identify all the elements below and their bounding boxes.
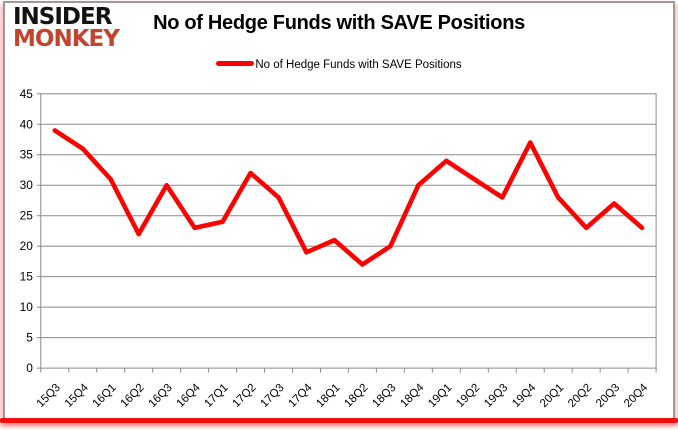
x-axis-label-16Q3: 16Q3: [147, 382, 175, 410]
x-axis-label-19Q4: 19Q4: [510, 381, 539, 410]
x-axis-label-18Q1: 18Q1: [314, 382, 342, 410]
y-axis-label-20: 20: [20, 239, 34, 253]
insider-monkey-logo: INSIDER MONKEY: [13, 4, 120, 52]
y-axis-label-15: 15: [20, 270, 34, 284]
plot-border: [40, 93, 657, 369]
legend-label: No of Hedge Funds with SAVE Positions: [255, 59, 462, 71]
logo-insider-text: INSIDER: [13, 4, 112, 30]
x-axis-label-19Q3: 19Q3: [482, 382, 510, 410]
y-axis-label-35: 35: [20, 148, 34, 162]
bottom-red-bar: [0, 418, 678, 423]
x-axis-label-17Q1: 17Q1: [202, 382, 230, 410]
x-axis-label-15Q3: 15Q3: [35, 382, 63, 410]
x-axis-label-19Q2: 19Q2: [454, 382, 482, 410]
chart-card: INSIDER MONKEY No of Hedge Funds with SA…: [3, 1, 675, 419]
y-axis-label-45: 45: [20, 87, 34, 101]
x-axis-label-18Q4: 18Q4: [398, 381, 427, 410]
series-line-save: [52, 128, 645, 267]
y-axis-label-40: 40: [20, 117, 34, 131]
legend-line-swatch: [216, 61, 255, 67]
chart-title: No of Hedge Funds with SAVE Positions: [153, 12, 525, 34]
y-axis-label-10: 10: [20, 300, 34, 314]
x-axis-label-18Q2: 18Q2: [342, 382, 370, 410]
x-axis-label-16Q2: 16Q2: [119, 382, 147, 410]
logo-monkey-text: MONKEY: [13, 25, 120, 52]
y-axis-label-30: 30: [20, 178, 34, 192]
x-axis-label-17Q2: 17Q2: [230, 382, 258, 410]
y-axis-label-25: 25: [20, 209, 34, 223]
x-axis-label-18Q3: 18Q3: [370, 382, 398, 410]
x-axis-label-17Q4: 17Q4: [286, 381, 315, 410]
y-axis-label-5: 5: [26, 331, 33, 345]
x-axis-label-16Q1: 16Q1: [91, 382, 119, 410]
y-axis-label-0: 0: [26, 361, 33, 375]
x-axis-label-17Q3: 17Q3: [258, 382, 286, 410]
x-axis-label-16Q4: 16Q4: [174, 381, 203, 410]
legend: No of Hedge Funds with SAVE Positions: [5, 59, 673, 71]
x-axis-label-20Q1: 20Q1: [538, 382, 566, 410]
x-axis-label-19Q1: 19Q1: [426, 382, 454, 410]
x-axis-label-20Q2: 20Q2: [566, 382, 594, 410]
x-axis-label-20Q4: 20Q4: [622, 381, 651, 410]
x-axis-label-15Q4: 15Q4: [63, 381, 92, 410]
line-chart: 0 5 10 15 20 25 30 35 40 45 15Q3 15Q4 16Q1 16Q2 16Q3 16…: [20, 87, 657, 410]
x-axis-label-20Q3: 20Q3: [594, 382, 622, 410]
